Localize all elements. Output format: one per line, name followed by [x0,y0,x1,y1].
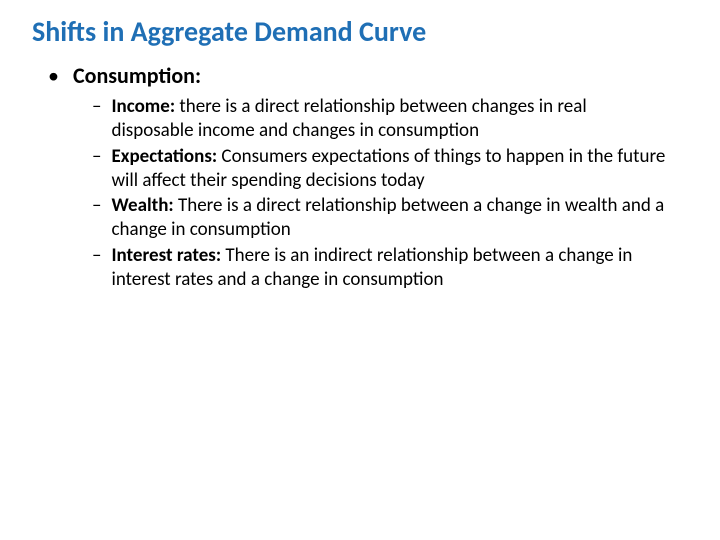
sub-bullet-interest-rates: – Interest rates: There is an indirect r… [92,244,696,292]
sub-bullet-expectations: – Expectations: Consumers expectations o… [92,145,696,193]
dash-marker-icon: – [92,244,101,292]
sub-bullet-label: Interest rates: [111,244,221,267]
dash-marker-icon: – [92,95,101,143]
dash-marker-icon: – [92,145,101,193]
sub-bullet-label: Expectations: [111,145,217,168]
bullet-l1-text: Consumption: [73,63,201,89]
dash-marker-icon: – [92,194,101,242]
slide-title: Shifts in Aggregate Demand Curve [32,14,696,49]
sub-bullet-text: Expectations: Consumers expectations of … [111,145,671,193]
sub-bullet-label: Income: [111,95,175,118]
sub-bullet-text: Income: there is a direct relationship b… [111,95,671,143]
bullet-consumption: • Consumption: [48,63,696,89]
sub-bullet-wealth: – Wealth: There is a direct relationship… [92,194,696,242]
sub-bullet-body: there is a direct relationship between c… [111,95,586,142]
sub-bullet-income: – Income: there is a direct relationship… [92,95,696,143]
sub-bullet-text: Wealth: There is a direct relationship b… [111,194,671,242]
sub-bullet-text: Interest rates: There is an indirect rel… [111,244,671,292]
sub-bullet-body: There is a direct relationship between a… [111,194,664,241]
sub-bullet-label: Wealth: [111,194,173,217]
bullet-marker-icon: • [48,63,59,89]
